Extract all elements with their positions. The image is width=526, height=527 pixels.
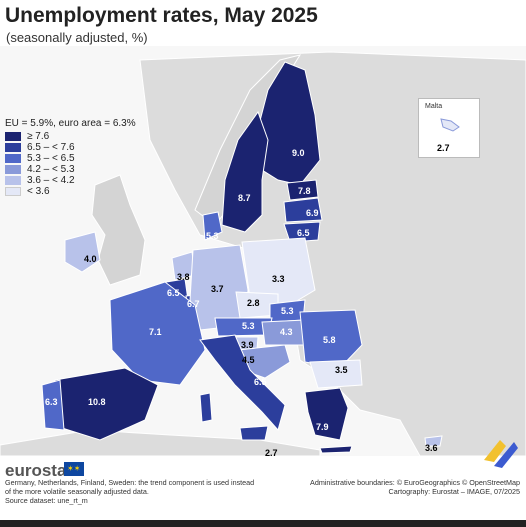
value-label-finland: 9.0 <box>292 148 305 158</box>
value-label-denmark: 5.3 <box>206 231 219 241</box>
country-italy-sardinia <box>199 392 213 423</box>
value-label-poland: 3.3 <box>272 274 285 284</box>
value-label-belgium: 6.5 <box>167 288 180 298</box>
legend-swatch <box>5 176 21 185</box>
value-label-france: 7.1 <box>149 327 162 337</box>
value-label-romania: 5.8 <box>323 335 336 345</box>
footnote-line: Germany, Netherlands, Finland, Sweden: t… <box>5 478 255 487</box>
eurostat-logo: eurostat <box>5 461 73 480</box>
value-label-hungary: 4.3 <box>280 327 293 337</box>
credits: Administrative boundaries: © EuroGeograp… <box>308 478 520 496</box>
malta-shape <box>440 118 460 132</box>
legend-label: ≥ 7.6 <box>27 131 50 142</box>
country-lithuania <box>283 221 321 243</box>
country-portugal <box>41 379 65 431</box>
value-label-luxembourg: 6.7 <box>187 299 200 309</box>
country-denmark <box>202 211 223 241</box>
country-italy <box>199 334 286 432</box>
value-label-lithuania: 6.5 <box>297 228 310 238</box>
value-label-slovenia: 3.9 <box>241 340 254 350</box>
value-label-italy-south: 2.7 <box>265 448 278 456</box>
legend-label: 6.5 – < 7.6 <box>27 142 75 153</box>
credit-line: Administrative boundaries: © EuroGeograp… <box>310 478 520 487</box>
country-estonia <box>286 179 319 201</box>
legend-swatch <box>5 187 21 196</box>
country-greece <box>304 387 349 441</box>
country-greece-crete <box>319 445 353 454</box>
country-cyprus <box>424 435 443 447</box>
value-label-estonia: 7.8 <box>298 186 311 196</box>
value-label-portugal: 6.3 <box>45 397 58 407</box>
legend-swatch <box>5 154 21 163</box>
legend-label: < 3.6 <box>27 186 50 197</box>
legend-item: 6.5 – < 7.6 <box>5 142 136 153</box>
legend-swatch <box>5 143 21 152</box>
legend-item: ≥ 7.6 <box>5 131 136 142</box>
legend-item: 5.3 – < 6.5 <box>5 153 136 164</box>
country-france <box>109 281 206 386</box>
legend-label: 3.6 – < 4.2 <box>27 175 75 186</box>
country-sweden <box>221 110 269 233</box>
value-label-latvia: 6.9 <box>306 208 319 218</box>
legend-label: 5.3 – < 6.5 <box>27 153 75 164</box>
country-latvia <box>283 197 323 223</box>
value-label-czechia: 2.8 <box>247 298 260 308</box>
legend-label: 4.2 – < 5.3 <box>27 164 75 175</box>
value-label-austria: 5.3 <box>242 321 255 331</box>
footnote: Germany, Netherlands, Finland, Sweden: t… <box>5 478 305 505</box>
credit-line: Cartography: Eurostat – IMAGE, 07/2025 <box>388 487 520 496</box>
map-title: Unemployment rates, May 2025 <box>5 4 318 27</box>
legend-item: < 3.6 <box>5 186 136 197</box>
map-subtitle: (seasonally adjusted, %) <box>6 30 148 45</box>
value-label-cyprus: 3.6 <box>425 443 438 453</box>
footnote-line: of the more volatile seasonally adjusted… <box>5 487 149 496</box>
map-legend: EU = 5.9%, euro area = 6.3% ≥ 7.6 6.5 – … <box>5 118 136 197</box>
country-ireland <box>64 231 101 273</box>
legend-item: 4.2 – < 5.3 <box>5 164 136 175</box>
legend-swatch <box>5 165 21 174</box>
uk-shape <box>91 174 146 286</box>
malta-inset-name: Malta <box>425 103 443 110</box>
value-label-germany: 3.7 <box>211 284 224 294</box>
value-label-ireland: 4.0 <box>84 254 97 264</box>
legend-title: EU = 5.9%, euro area = 6.3% <box>5 118 136 129</box>
country-finland <box>254 61 321 186</box>
value-label-netherlands: 3.8 <box>177 272 190 282</box>
country-romania <box>299 309 363 369</box>
value-label-slovakia: 5.3 <box>281 306 294 316</box>
value-label-italy: 6.5 <box>254 377 267 387</box>
malta-inset-value: 2.7 <box>437 143 450 153</box>
country-italy-sicily <box>239 425 269 441</box>
legend-item: 3.6 – < 4.2 <box>5 175 136 186</box>
value-label-greece: 7.9 <box>316 422 329 432</box>
eu-flag-icon: ✶✶ <box>64 462 84 476</box>
country-bulgaria <box>309 359 363 389</box>
malta-inset: Malta 2.7 <box>418 98 480 158</box>
bottom-bar <box>0 520 526 527</box>
footnote-line: Source dataset: une_rt_m <box>5 496 88 505</box>
legend-swatch <box>5 132 21 141</box>
value-label-croatia: 4.5 <box>242 355 255 365</box>
country-poland <box>241 237 316 306</box>
value-label-sweden: 8.7 <box>238 193 251 203</box>
value-label-spain: 10.8 <box>88 397 106 407</box>
value-label-bulgaria: 3.5 <box>335 365 348 375</box>
decorative-logo <box>484 440 518 468</box>
